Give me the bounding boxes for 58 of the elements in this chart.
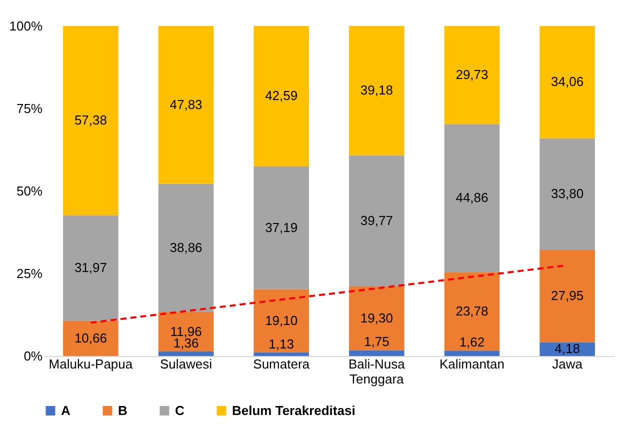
data-label: 57,38: [74, 112, 107, 128]
x-tick-label: Sumatera: [253, 356, 310, 372]
bar: [63, 26, 118, 216]
data-label: 33,80: [551, 186, 584, 202]
bar: [444, 350, 500, 356]
bar: [444, 26, 500, 124]
bar: [158, 26, 214, 184]
data-label: 4,18: [554, 341, 580, 356]
data-label: 27,95: [551, 288, 584, 304]
data-label: 1,13: [268, 336, 294, 352]
bar: [349, 350, 404, 356]
x-tick-label: Bali-Nusa Tenggara: [348, 356, 406, 386]
bar: [540, 26, 595, 138]
x-tick-label: Maluku-Papua: [48, 356, 134, 372]
y-tick-label: 0%: [24, 348, 43, 364]
y-tick-label: 75%: [16, 101, 43, 116]
data-label: 38,86: [170, 240, 202, 255]
data-label: 23,78: [456, 303, 488, 318]
x-tick-label: Kalimantan: [439, 356, 504, 372]
y-tick-label: 50%: [16, 184, 43, 198]
data-label: 29,73: [456, 67, 488, 82]
data-label: 47,83: [170, 96, 202, 112]
data-label: 1,62: [459, 334, 485, 350]
bar: [254, 166, 309, 290]
y-tick-label: 100%: [9, 18, 43, 34]
data-label: 31,97: [74, 260, 107, 276]
data-label: 44,86: [456, 190, 488, 206]
bar: [63, 215, 118, 321]
bar: [158, 352, 214, 356]
y-tick-label: 25%: [16, 266, 43, 281]
bar: [349, 286, 404, 350]
x-tick-label: Sulawesi: [160, 356, 212, 372]
legend-label: A: [61, 402, 71, 418]
data-label: 10,66: [74, 330, 107, 346]
bar: [349, 26, 404, 156]
data-label: 34,06: [551, 74, 584, 90]
bar: [254, 352, 309, 356]
data-label: 1,75: [364, 334, 390, 350]
data-label: 37,19: [265, 220, 298, 235]
bar: [158, 184, 214, 312]
data-label: 19,30: [360, 310, 393, 326]
bar: [444, 124, 500, 272]
data-label: 39,18: [360, 82, 393, 98]
bar: [540, 138, 595, 250]
legend-label: B: [118, 402, 128, 418]
bar: [540, 250, 595, 342]
data-label: 19,10: [265, 312, 298, 328]
bar: [254, 289, 309, 352]
legend-label: C: [175, 402, 185, 418]
x-tick-label: Jawa: [552, 356, 584, 372]
bar: [63, 320, 118, 356]
bar: [349, 155, 404, 287]
legend-label: Belum Terakreditasi: [232, 402, 356, 418]
bar: [254, 26, 309, 167]
data-label: 39,77: [360, 212, 393, 228]
data-label: 42,59: [265, 88, 298, 104]
bar: [444, 272, 500, 351]
data-label: 11,96: [170, 324, 202, 339]
